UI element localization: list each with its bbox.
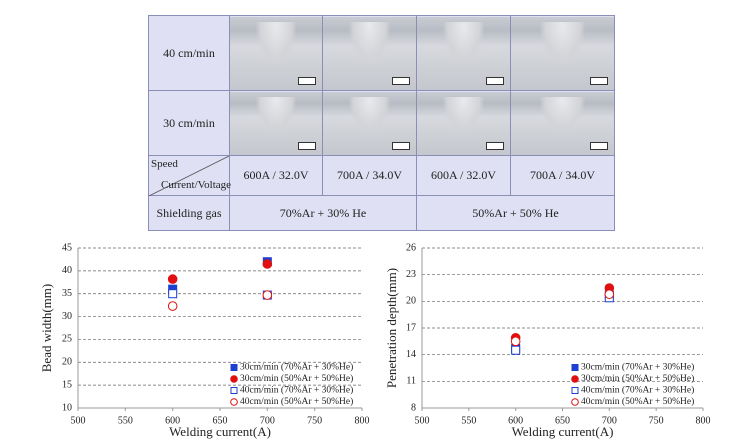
gas: 70%Ar + 30% He bbox=[229, 195, 417, 231]
y-tick-label: 14 bbox=[406, 349, 416, 360]
legend-marker bbox=[571, 387, 579, 394]
row-label: 30 cm/min bbox=[148, 90, 230, 156]
y-tick-label: 26 bbox=[406, 242, 416, 253]
welding-table: 40 cm/min 30 cm/min Speed Current/Voltag… bbox=[148, 15, 615, 231]
x-axis-label: Welding current(A) bbox=[169, 424, 271, 439]
x-tick-label: 550 bbox=[118, 415, 133, 426]
legend-label: 40cm/min (50%Ar + 50%He) bbox=[240, 396, 353, 407]
cross-section-image bbox=[230, 91, 322, 155]
gas-label: Shielding gas bbox=[148, 195, 230, 231]
marker bbox=[510, 336, 521, 347]
cross-section-image bbox=[417, 16, 510, 90]
legend-marker bbox=[571, 398, 579, 406]
x-tick-label: 650 bbox=[555, 415, 570, 426]
x-tick-label: 600 bbox=[165, 415, 180, 426]
legend-label: 30cm/min (50%Ar + 50%He) bbox=[240, 373, 353, 384]
y-tick-label: 8 bbox=[411, 402, 416, 413]
marker bbox=[168, 289, 178, 299]
cross-section-image bbox=[511, 91, 614, 155]
legend-marker bbox=[571, 364, 579, 371]
condition: 600A / 32.0V bbox=[229, 155, 323, 196]
legend-marker bbox=[571, 375, 579, 383]
cross-section-image bbox=[417, 91, 510, 155]
y-tick-label: 15 bbox=[62, 379, 72, 390]
y-axis-label: Bead width(mm) bbox=[39, 284, 54, 372]
gas: 50%Ar + 50% He bbox=[416, 195, 615, 231]
condition: 700A / 34.0V bbox=[322, 155, 417, 196]
y-tick-label: 25 bbox=[62, 334, 72, 345]
x-tick-label: 600 bbox=[508, 415, 523, 426]
legend-label: 30cm/min (70%Ar + 30%He) bbox=[581, 362, 694, 373]
y-tick-label: 40 bbox=[62, 265, 72, 276]
cross-section-image bbox=[323, 16, 416, 90]
header-current-voltage: Current/Voltage bbox=[161, 179, 232, 191]
marker bbox=[262, 290, 273, 300]
x-tick-label: 750 bbox=[649, 415, 664, 426]
x-tick-label: 800 bbox=[355, 415, 370, 426]
y-tick-label: 45 bbox=[62, 242, 72, 253]
legend-label: 30cm/min (70%Ar + 30%He) bbox=[240, 362, 353, 373]
marker bbox=[262, 259, 273, 269]
legend-label: 40cm/min (70%Ar + 30%He) bbox=[581, 385, 694, 396]
x-tick-label: 650 bbox=[213, 415, 228, 426]
legend-marker bbox=[230, 398, 238, 406]
y-tick-label: 23 bbox=[406, 269, 416, 280]
row-label: 40 cm/min bbox=[148, 15, 230, 91]
marker bbox=[167, 274, 178, 284]
legend-label: 40cm/min (70%Ar + 30%He) bbox=[240, 385, 353, 396]
x-tick-label: 700 bbox=[602, 415, 617, 426]
legend-label: 40cm/min (50%Ar + 50%He) bbox=[581, 396, 694, 407]
y-tick-label: 11 bbox=[406, 376, 416, 387]
y-tick-label: 20 bbox=[406, 296, 416, 307]
y-tick-label: 35 bbox=[62, 288, 72, 299]
x-tick-label: 500 bbox=[71, 415, 86, 426]
y-tick-label: 10 bbox=[62, 402, 72, 413]
x-tick-label: 750 bbox=[307, 415, 322, 426]
diagonal bbox=[149, 156, 229, 196]
legend-marker bbox=[230, 387, 238, 394]
marker bbox=[511, 345, 521, 355]
x-tick-label: 550 bbox=[461, 415, 476, 426]
legend-marker bbox=[230, 364, 238, 371]
x-tick-label: 700 bbox=[260, 415, 275, 426]
x-tick-label: 500 bbox=[415, 415, 430, 426]
legend-marker bbox=[230, 375, 238, 383]
marker bbox=[604, 289, 615, 300]
y-tick-label: 30 bbox=[62, 311, 72, 322]
y-axis-label: Penetration depth(mm) bbox=[384, 268, 399, 388]
cross-section-image bbox=[511, 16, 614, 90]
y-tick-label: 20 bbox=[62, 357, 72, 368]
cross-section-image bbox=[230, 16, 322, 90]
cross-section-image bbox=[323, 91, 416, 155]
y-tick-label: 17 bbox=[406, 322, 416, 333]
legend-label: 30cm/min (50%Ar + 50%He) bbox=[581, 373, 694, 384]
marker bbox=[167, 301, 178, 311]
x-tick-label: 800 bbox=[696, 415, 711, 426]
x-axis-label: Welding current(A) bbox=[512, 424, 614, 439]
header-speed: Speed bbox=[151, 158, 178, 170]
header-cell: Speed Current/Voltage bbox=[148, 155, 232, 196]
